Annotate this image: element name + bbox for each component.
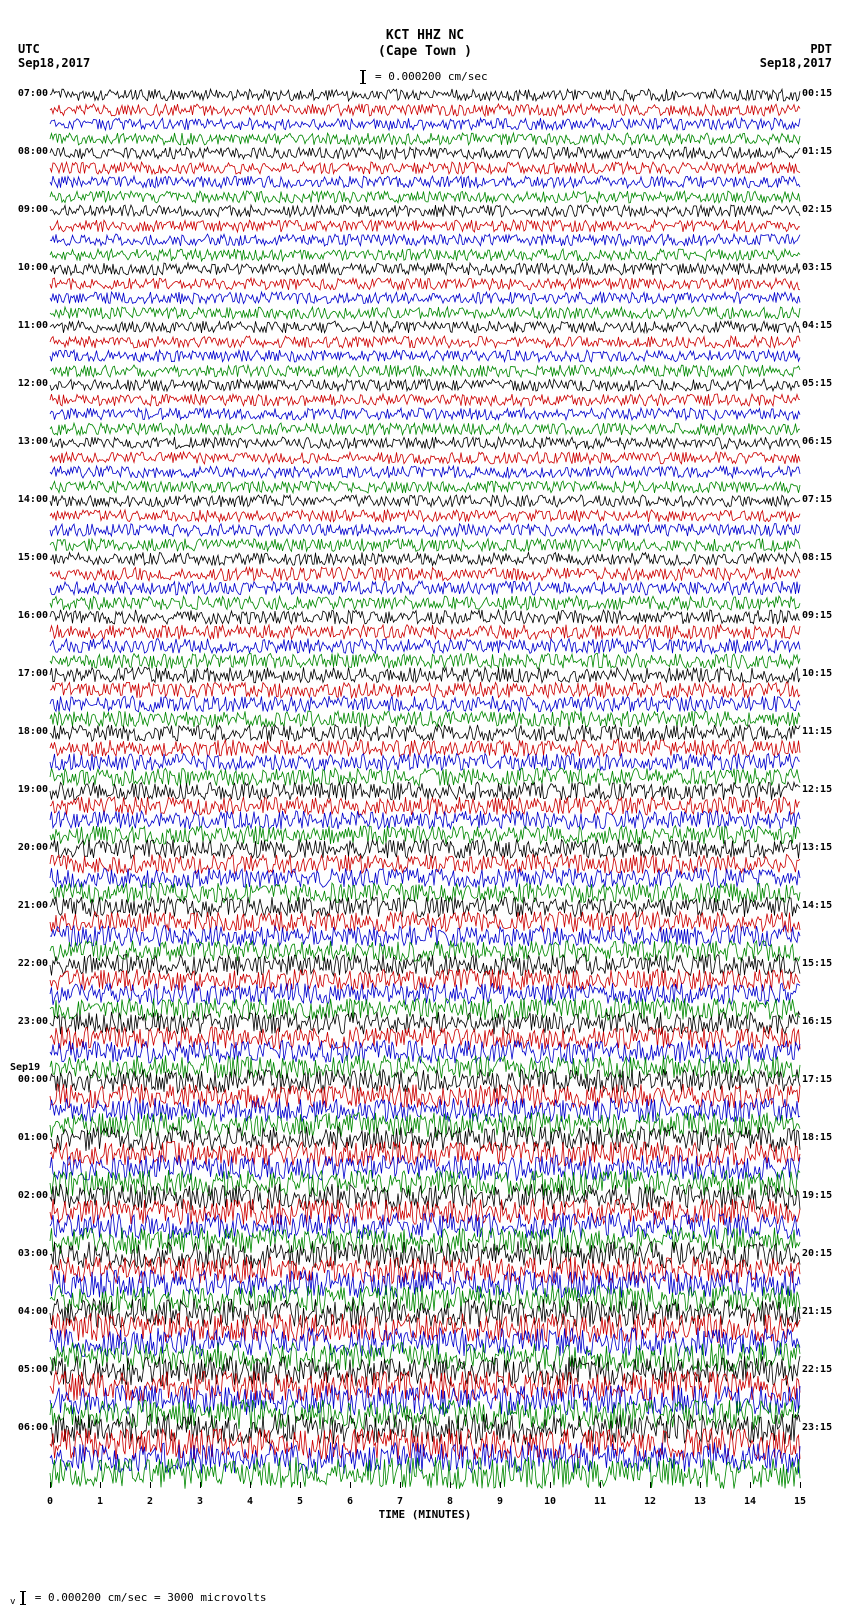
x-tick-label: 11 [594, 1496, 606, 1507]
x-tick-label: 4 [247, 1496, 253, 1507]
pdt-time-label: 10:15 [802, 668, 842, 679]
x-tick-label: 3 [197, 1496, 203, 1507]
x-tick-label: 6 [347, 1496, 353, 1507]
x-tick [300, 1482, 301, 1488]
utc-time-label: 14:00 [10, 494, 48, 505]
x-tick [200, 1482, 201, 1488]
utc-time-label: 21:00 [10, 900, 48, 911]
pdt-time-label: 01:15 [802, 146, 842, 157]
utc-time-label: 20:00 [10, 842, 48, 853]
utc-time-label: 01:00 [10, 1132, 48, 1143]
pdt-time-label: 07:15 [802, 494, 842, 505]
x-tick-label: 7 [397, 1496, 403, 1507]
utc-time-label: 17:00 [10, 668, 48, 679]
x-tick-label: 10 [544, 1496, 556, 1507]
utc-time-label: 02:00 [10, 1190, 48, 1201]
pdt-time-label: 17:15 [802, 1074, 842, 1085]
utc-time-label: 18:00 [10, 726, 48, 737]
x-tick [400, 1482, 401, 1488]
pdt-time-label: 22:15 [802, 1364, 842, 1375]
tz-left-label: UTC [18, 42, 40, 56]
x-tick-label: 15 [794, 1496, 806, 1507]
x-tick [750, 1482, 751, 1488]
date-right: Sep18,2017 [760, 56, 832, 70]
utc-time-label: 19:00 [10, 784, 48, 795]
x-tick-label: 5 [297, 1496, 303, 1507]
pdt-time-label: 19:15 [802, 1190, 842, 1201]
pdt-time-label: 11:15 [802, 726, 842, 737]
pdt-time-label: 02:15 [802, 204, 842, 215]
pdt-time-label: 12:15 [802, 784, 842, 795]
x-tick [550, 1482, 551, 1488]
utc-time-label: 23:00 [10, 1016, 48, 1027]
pdt-time-label: 00:15 [802, 88, 842, 99]
x-axis-title: TIME (MINUTES) [50, 1508, 800, 1521]
pdt-time-label: 13:15 [802, 842, 842, 853]
scale-bar-icon [22, 1591, 24, 1605]
x-tick-label: 8 [447, 1496, 453, 1507]
x-tick-label: 13 [694, 1496, 706, 1507]
pdt-time-label: 15:15 [802, 958, 842, 969]
x-tick [250, 1482, 251, 1488]
utc-time-label: 03:00 [10, 1248, 48, 1259]
pdt-time-label: 16:15 [802, 1016, 842, 1027]
pdt-time-label: 23:15 [802, 1422, 842, 1433]
x-tick-label: 0 [47, 1496, 53, 1507]
station-id: KCT HHZ NC [0, 28, 850, 44]
x-tick [350, 1482, 351, 1488]
seismogram-container: KCT HHZ NC (Cape Town ) UTC PDT Sep18,20… [0, 0, 850, 1613]
footer-text: = 0.000200 cm/sec = 3000 microvolts [35, 1591, 267, 1604]
x-tick [50, 1482, 51, 1488]
utc-time-label: 09:00 [10, 204, 48, 215]
x-tick-label: 2 [147, 1496, 153, 1507]
x-tick [450, 1482, 451, 1488]
x-tick [650, 1482, 651, 1488]
location: (Cape Town ) [0, 44, 850, 60]
pdt-time-label: 18:15 [802, 1132, 842, 1143]
pdt-time-label: 08:15 [802, 552, 842, 563]
utc-time-label: 07:00 [10, 88, 48, 99]
x-tick-label: 1 [97, 1496, 103, 1507]
x-tick [150, 1482, 151, 1488]
pdt-time-label: 04:15 [802, 320, 842, 331]
utc-time-label: 15:00 [10, 552, 48, 563]
utc-time-label: 16:00 [10, 610, 48, 621]
utc-time-label: 13:00 [10, 436, 48, 447]
x-tick-label: 12 [644, 1496, 656, 1507]
pdt-time-label: 14:15 [802, 900, 842, 911]
tz-right-label: PDT [810, 42, 832, 56]
pdt-time-label: 20:15 [802, 1248, 842, 1259]
pdt-time-label: 05:15 [802, 378, 842, 389]
date-left: Sep18,2017 [18, 56, 90, 70]
utc-time-label: 22:00 [10, 958, 48, 969]
seismogram-plot: 07:0000:1508:0001:1509:0002:1510:0003:15… [50, 88, 800, 1564]
utc-time-label: 10:00 [10, 262, 48, 273]
x-tick [700, 1482, 701, 1488]
pdt-time-label: 06:15 [802, 436, 842, 447]
header: KCT HHZ NC (Cape Town ) [0, 28, 850, 59]
utc-time-label: 04:00 [10, 1306, 48, 1317]
pdt-time-label: 21:15 [802, 1306, 842, 1317]
utc-time-label: 06:00 [10, 1422, 48, 1433]
x-tick [800, 1482, 801, 1488]
utc-time-label: 00:00 [10, 1074, 48, 1085]
utc-time-label: 11:00 [10, 320, 48, 331]
x-tick-label: 14 [744, 1496, 756, 1507]
utc-time-label: 08:00 [10, 146, 48, 157]
x-tick [600, 1482, 601, 1488]
x-tick [100, 1482, 101, 1488]
footer-scale: v = 0.000200 cm/sec = 3000 microvolts [10, 1591, 267, 1607]
utc-time-label: 12:00 [10, 378, 48, 389]
pdt-time-label: 03:15 [802, 262, 842, 273]
midnight-date-marker: Sep19 [10, 1062, 40, 1073]
pdt-time-label: 09:15 [802, 610, 842, 621]
utc-time-label: 05:00 [10, 1364, 48, 1375]
seismogram-trace-row [50, 1466, 800, 1481]
x-tick [500, 1482, 501, 1488]
x-tick-label: 9 [497, 1496, 503, 1507]
